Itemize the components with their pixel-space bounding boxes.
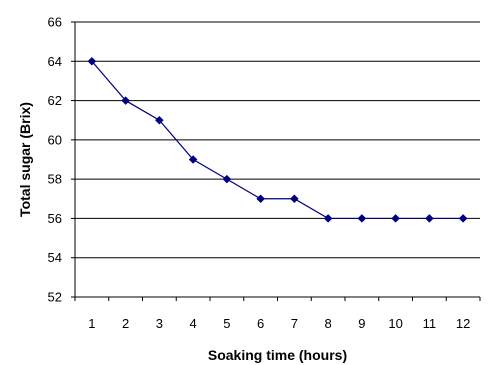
- x-tick-label-2: 3: [156, 316, 163, 331]
- data-point-1: [87, 56, 97, 66]
- x-tick-labels: 1 2 3 4 5 6 7 8 9 10 11 12: [74, 297, 481, 331]
- x-tick-label-1: 2: [122, 316, 129, 331]
- x-tick-label-11: 12: [456, 316, 470, 331]
- data-point-9: [357, 214, 367, 223]
- x-tick-label-3: 4: [190, 316, 197, 331]
- y-tick-label-3: 58: [48, 172, 62, 187]
- y-tick-label-5: 62: [48, 93, 62, 108]
- x-tick-label-8: 9: [358, 316, 365, 331]
- y-tick-label-4: 60: [48, 132, 62, 147]
- x-tick-label-4: 5: [223, 316, 230, 331]
- data-point-3: [155, 115, 164, 125]
- data-point-10: [391, 214, 400, 223]
- x-tick-label-10: 11: [423, 316, 437, 331]
- x-tick-label-0: 1: [88, 316, 95, 331]
- data-point-7: [290, 194, 299, 204]
- data-point-2: [121, 96, 130, 105]
- data-point-4: [188, 155, 198, 164]
- data-point-11: [425, 214, 434, 223]
- series-line-0: [91, 60, 464, 220]
- data-point-6: [256, 194, 265, 204]
- x-tick-label-5: 6: [257, 316, 264, 331]
- y-tick-labels: 52 54 56 58 60 62 64 66: [48, 15, 75, 305]
- y-tick-label-6: 64: [48, 54, 62, 69]
- y-axis-title: Total sugar (Brix): [17, 102, 33, 217]
- data-point-8: [323, 214, 333, 223]
- data-point-12: [458, 214, 468, 223]
- y-tick-label-0: 52: [48, 290, 62, 305]
- x-tick-label-7: 8: [325, 316, 332, 331]
- series-layer: [87, 56, 468, 223]
- x-tick-label-9: 10: [388, 316, 402, 331]
- axes: [74, 22, 480, 298]
- x-axis-title: Soaking time (hours): [208, 347, 347, 363]
- data-point-5: [222, 174, 232, 184]
- x-tick-label-6: 7: [291, 316, 298, 331]
- y-tick-label-2: 56: [48, 211, 62, 226]
- y-tick-label-1: 54: [48, 250, 62, 265]
- gridlines: [75, 21, 480, 259]
- y-tick-label-7: 66: [48, 15, 62, 30]
